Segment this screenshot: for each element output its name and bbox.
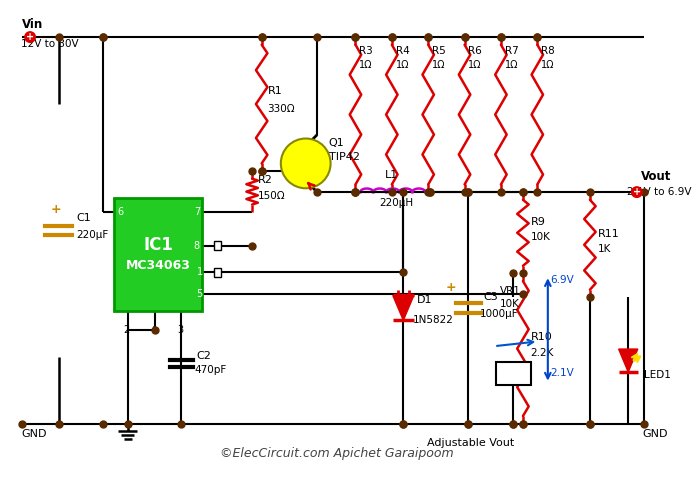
Text: 1K: 1K [598, 244, 611, 254]
Circle shape [281, 139, 330, 188]
Text: R2: R2 [258, 175, 273, 185]
Bar [214, 241, 221, 250]
Text: 1Ω: 1Ω [359, 60, 373, 70]
Text: 8: 8 [194, 241, 200, 250]
Text: R11: R11 [598, 229, 620, 239]
Text: R3: R3 [359, 46, 373, 56]
Text: Vin: Vin [22, 18, 43, 31]
Text: GND: GND [643, 429, 668, 439]
Text: 2.1V to 6.9V: 2.1V to 6.9V [627, 187, 692, 197]
Text: 1000μF: 1000μF [480, 309, 519, 319]
Text: 1Ω: 1Ω [432, 60, 445, 70]
Text: L1: L1 [385, 170, 398, 180]
Text: 4: 4 [150, 325, 157, 335]
Text: R8: R8 [541, 46, 555, 56]
Text: 220μF: 220μF [76, 230, 108, 240]
Text: 1Ω: 1Ω [468, 60, 482, 70]
Text: C1: C1 [76, 213, 91, 223]
Text: 2.1V: 2.1V [551, 368, 575, 378]
Text: TIP42: TIP42 [329, 152, 360, 162]
Text: R6: R6 [468, 46, 482, 56]
Text: 1Ω: 1Ω [541, 60, 554, 70]
Text: VR1: VR1 [500, 285, 521, 295]
Text: R9: R9 [531, 217, 545, 227]
Text: ©ElecCircuit.com Apichet Garaipoom: ©ElecCircuit.com Apichet Garaipoom [220, 447, 453, 460]
Text: 1: 1 [197, 268, 203, 278]
Text: IC1: IC1 [144, 236, 174, 254]
Polygon shape [393, 295, 414, 320]
Text: 5: 5 [197, 289, 203, 299]
Text: 10K: 10K [500, 299, 520, 309]
Bar [496, 362, 531, 385]
Circle shape [25, 32, 36, 43]
Text: 6: 6 [117, 207, 123, 217]
Text: 330Ω: 330Ω [267, 104, 295, 114]
Text: R1: R1 [267, 87, 282, 97]
Text: C2: C2 [197, 351, 211, 360]
FancyBboxPatch shape [114, 198, 202, 311]
Text: R4: R4 [395, 46, 409, 56]
Text: MC34063: MC34063 [126, 259, 191, 272]
Text: C3: C3 [484, 292, 498, 302]
Text: +: + [633, 187, 641, 197]
Text: Adjustable Vout: Adjustable Vout [427, 438, 514, 448]
Text: 1Ω: 1Ω [505, 60, 518, 70]
Text: 150Ω: 150Ω [258, 191, 286, 201]
Text: 220μH: 220μH [379, 197, 414, 207]
Text: 10K: 10K [531, 232, 550, 242]
Text: +: + [26, 32, 34, 42]
Text: 1N5822: 1N5822 [413, 315, 454, 325]
Text: +: + [50, 203, 61, 216]
Text: R10: R10 [531, 332, 552, 342]
Text: 12V to 30V: 12V to 30V [22, 39, 79, 49]
Text: 7: 7 [194, 207, 200, 217]
Text: 6.9V: 6.9V [551, 275, 575, 285]
Text: GND: GND [22, 429, 47, 439]
Polygon shape [619, 349, 638, 372]
Text: Vout: Vout [640, 170, 671, 183]
Text: D1: D1 [416, 295, 432, 305]
Text: LED1: LED1 [643, 370, 671, 380]
Text: 2: 2 [124, 325, 130, 335]
Text: +: + [446, 281, 456, 293]
Circle shape [631, 187, 642, 197]
Text: R7: R7 [505, 46, 519, 56]
Text: 3: 3 [177, 325, 183, 335]
Text: 1Ω: 1Ω [395, 60, 409, 70]
Text: 2.2K: 2.2K [531, 348, 554, 358]
Text: 470pF: 470pF [195, 365, 227, 375]
Text: Q1: Q1 [329, 138, 344, 148]
Text: R5: R5 [432, 46, 446, 56]
Bar [214, 268, 221, 277]
